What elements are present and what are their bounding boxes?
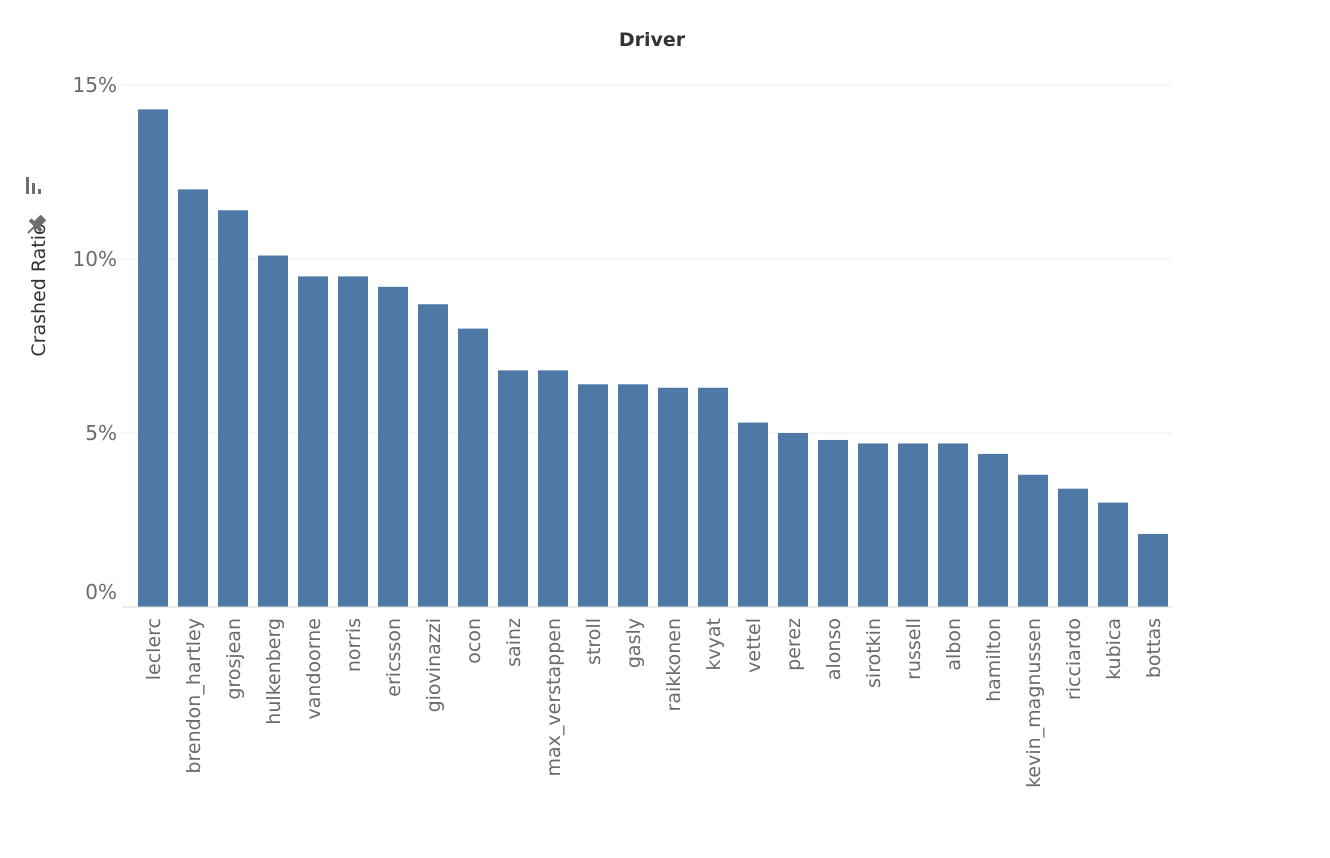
bar[interactable] bbox=[618, 384, 648, 607]
x-tick-label: brendon_hartley bbox=[183, 618, 205, 774]
x-tick-label: grosjean bbox=[223, 618, 245, 700]
pin-icon[interactable] bbox=[22, 212, 49, 239]
x-tick-label: kvyat bbox=[703, 618, 725, 671]
x-tick-label: hamilton bbox=[983, 618, 1005, 702]
bar[interactable] bbox=[258, 255, 288, 607]
x-tick-label: ericsson bbox=[383, 618, 405, 697]
x-tick-label: kevin_magnussen bbox=[1023, 618, 1045, 788]
x-tick-label: norris bbox=[343, 618, 365, 672]
bar[interactable] bbox=[338, 276, 368, 607]
bar[interactable] bbox=[178, 189, 208, 607]
bar[interactable] bbox=[458, 328, 488, 607]
x-tick-label: sainz bbox=[503, 618, 525, 667]
x-tick-label: albon bbox=[943, 618, 965, 671]
x-tick-label: vettel bbox=[743, 618, 765, 673]
bar[interactable] bbox=[538, 370, 568, 607]
bar[interactable] bbox=[1138, 533, 1168, 607]
bar[interactable] bbox=[978, 453, 1008, 607]
x-tick-label: kubica bbox=[1103, 618, 1125, 680]
bar[interactable] bbox=[778, 433, 808, 607]
x-tick-label: ocon bbox=[463, 618, 485, 664]
x-tick-label: sirotkin bbox=[863, 618, 885, 688]
bar[interactable] bbox=[738, 422, 768, 607]
x-tick-label: stroll bbox=[583, 618, 605, 665]
y-tick-label: 0% bbox=[85, 580, 117, 604]
x-tick-label: leclerc bbox=[143, 618, 165, 680]
x-tick-label: perez bbox=[783, 618, 805, 671]
bar[interactable] bbox=[1058, 488, 1088, 607]
bar[interactable] bbox=[1098, 502, 1128, 607]
x-tick-label: bottas bbox=[1143, 618, 1165, 678]
bar[interactable] bbox=[378, 286, 408, 607]
x-tick-label: vandoorne bbox=[303, 618, 325, 719]
bar[interactable] bbox=[578, 384, 608, 607]
x-tick-label: ricciardo bbox=[1063, 618, 1085, 700]
x-tick-label: alonso bbox=[823, 618, 845, 680]
x-tick-label: hulkenberg bbox=[263, 618, 285, 725]
bar[interactable] bbox=[938, 443, 968, 607]
bar[interactable] bbox=[858, 443, 888, 607]
bars bbox=[138, 109, 1168, 608]
y-tick-label: 10% bbox=[73, 247, 117, 271]
sort-descending-icon[interactable] bbox=[26, 177, 41, 194]
y-axis-ticks: 0% 5% 10% 15% bbox=[73, 73, 117, 604]
bar[interactable] bbox=[818, 439, 848, 607]
bar[interactable] bbox=[138, 109, 168, 608]
bar[interactable] bbox=[298, 276, 328, 607]
y-tick-label: 15% bbox=[73, 73, 117, 97]
x-tick-label: max_verstappen bbox=[543, 618, 565, 777]
bar[interactable] bbox=[498, 370, 528, 607]
bar[interactable] bbox=[418, 304, 448, 607]
chart-title: Driver bbox=[619, 29, 686, 51]
x-tick-label: gasly bbox=[623, 618, 645, 668]
x-tick-label: giovinazzi bbox=[423, 618, 445, 712]
bar[interactable] bbox=[898, 443, 928, 607]
bar[interactable] bbox=[218, 210, 248, 607]
x-tick-label: russell bbox=[903, 618, 925, 680]
bar[interactable] bbox=[1018, 474, 1048, 607]
y-tick-label: 5% bbox=[85, 421, 117, 445]
x-tick-label: raikkonen bbox=[663, 618, 685, 711]
bar[interactable] bbox=[658, 387, 688, 607]
y-axis-label: Crashed Ratio bbox=[28, 223, 50, 356]
bar[interactable] bbox=[698, 387, 728, 607]
x-axis-labels: leclerc brendon_hartley grosjean hulkenberg… bbox=[143, 618, 1165, 788]
